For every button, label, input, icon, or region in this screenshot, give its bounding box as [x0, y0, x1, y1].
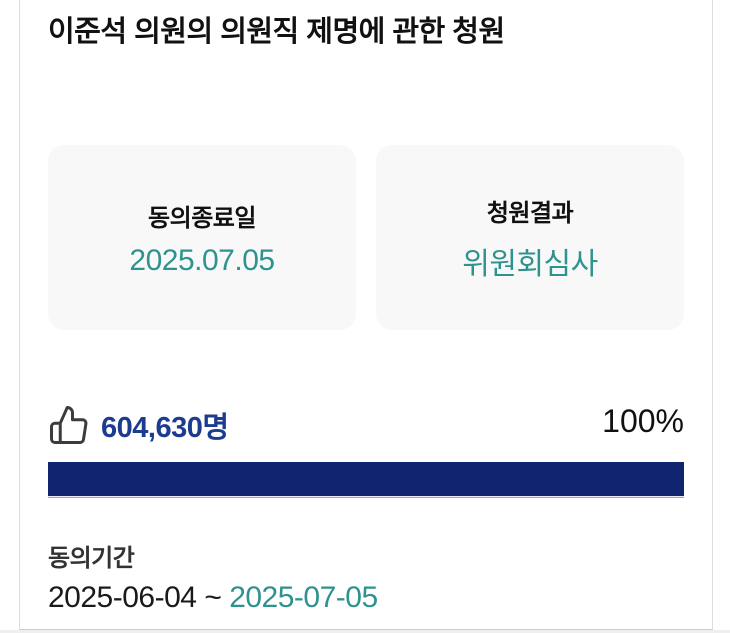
card-agreement-end-date-value: 2025.07.05	[129, 243, 275, 277]
agreement-period-dates: 2025-06-04 ~ 2025-07-05	[48, 581, 684, 615]
agreement-count: 604,630명	[101, 412, 229, 444]
agreement-percent: 100%	[602, 403, 684, 439]
petition-title: 이준석 의원의 의원직 제명에 관한 청원	[48, 16, 505, 48]
period-start-date: 2025-06-04	[48, 581, 197, 614]
card-petition-result-label: 청원결과	[486, 199, 574, 227]
card-petition-result: 청원결과 위원회심사	[376, 145, 684, 330]
card-petition-result-value: 위원회심사	[462, 247, 598, 281]
agreement-progress-track	[48, 462, 684, 498]
agreement-stats-row: 604,630명 100%	[48, 403, 684, 447]
petition-summary-panel: 이준석 의원의 의원직 제명에 관한 청원 동의종료일 2025.07.05 청…	[19, 0, 713, 630]
card-agreement-end-date-label: 동의종료일	[148, 204, 256, 232]
period-separator: ~	[204, 581, 222, 614]
agreement-period-section: 동의기간 2025-06-04 ~ 2025-07-05	[48, 538, 684, 615]
agreement-period-label: 동의기간	[48, 545, 135, 572]
agreement-count-group: 604,630명	[48, 404, 229, 446]
agreement-progress-fill	[48, 462, 684, 496]
page-bottom-divider	[0, 630, 730, 633]
period-end-date: 2025-07-05	[229, 581, 378, 614]
thumbs-up-icon	[48, 404, 90, 446]
summary-cards: 동의종료일 2025.07.05 청원결과 위원회심사	[48, 145, 684, 330]
card-agreement-end-date: 동의종료일 2025.07.05	[48, 145, 356, 330]
